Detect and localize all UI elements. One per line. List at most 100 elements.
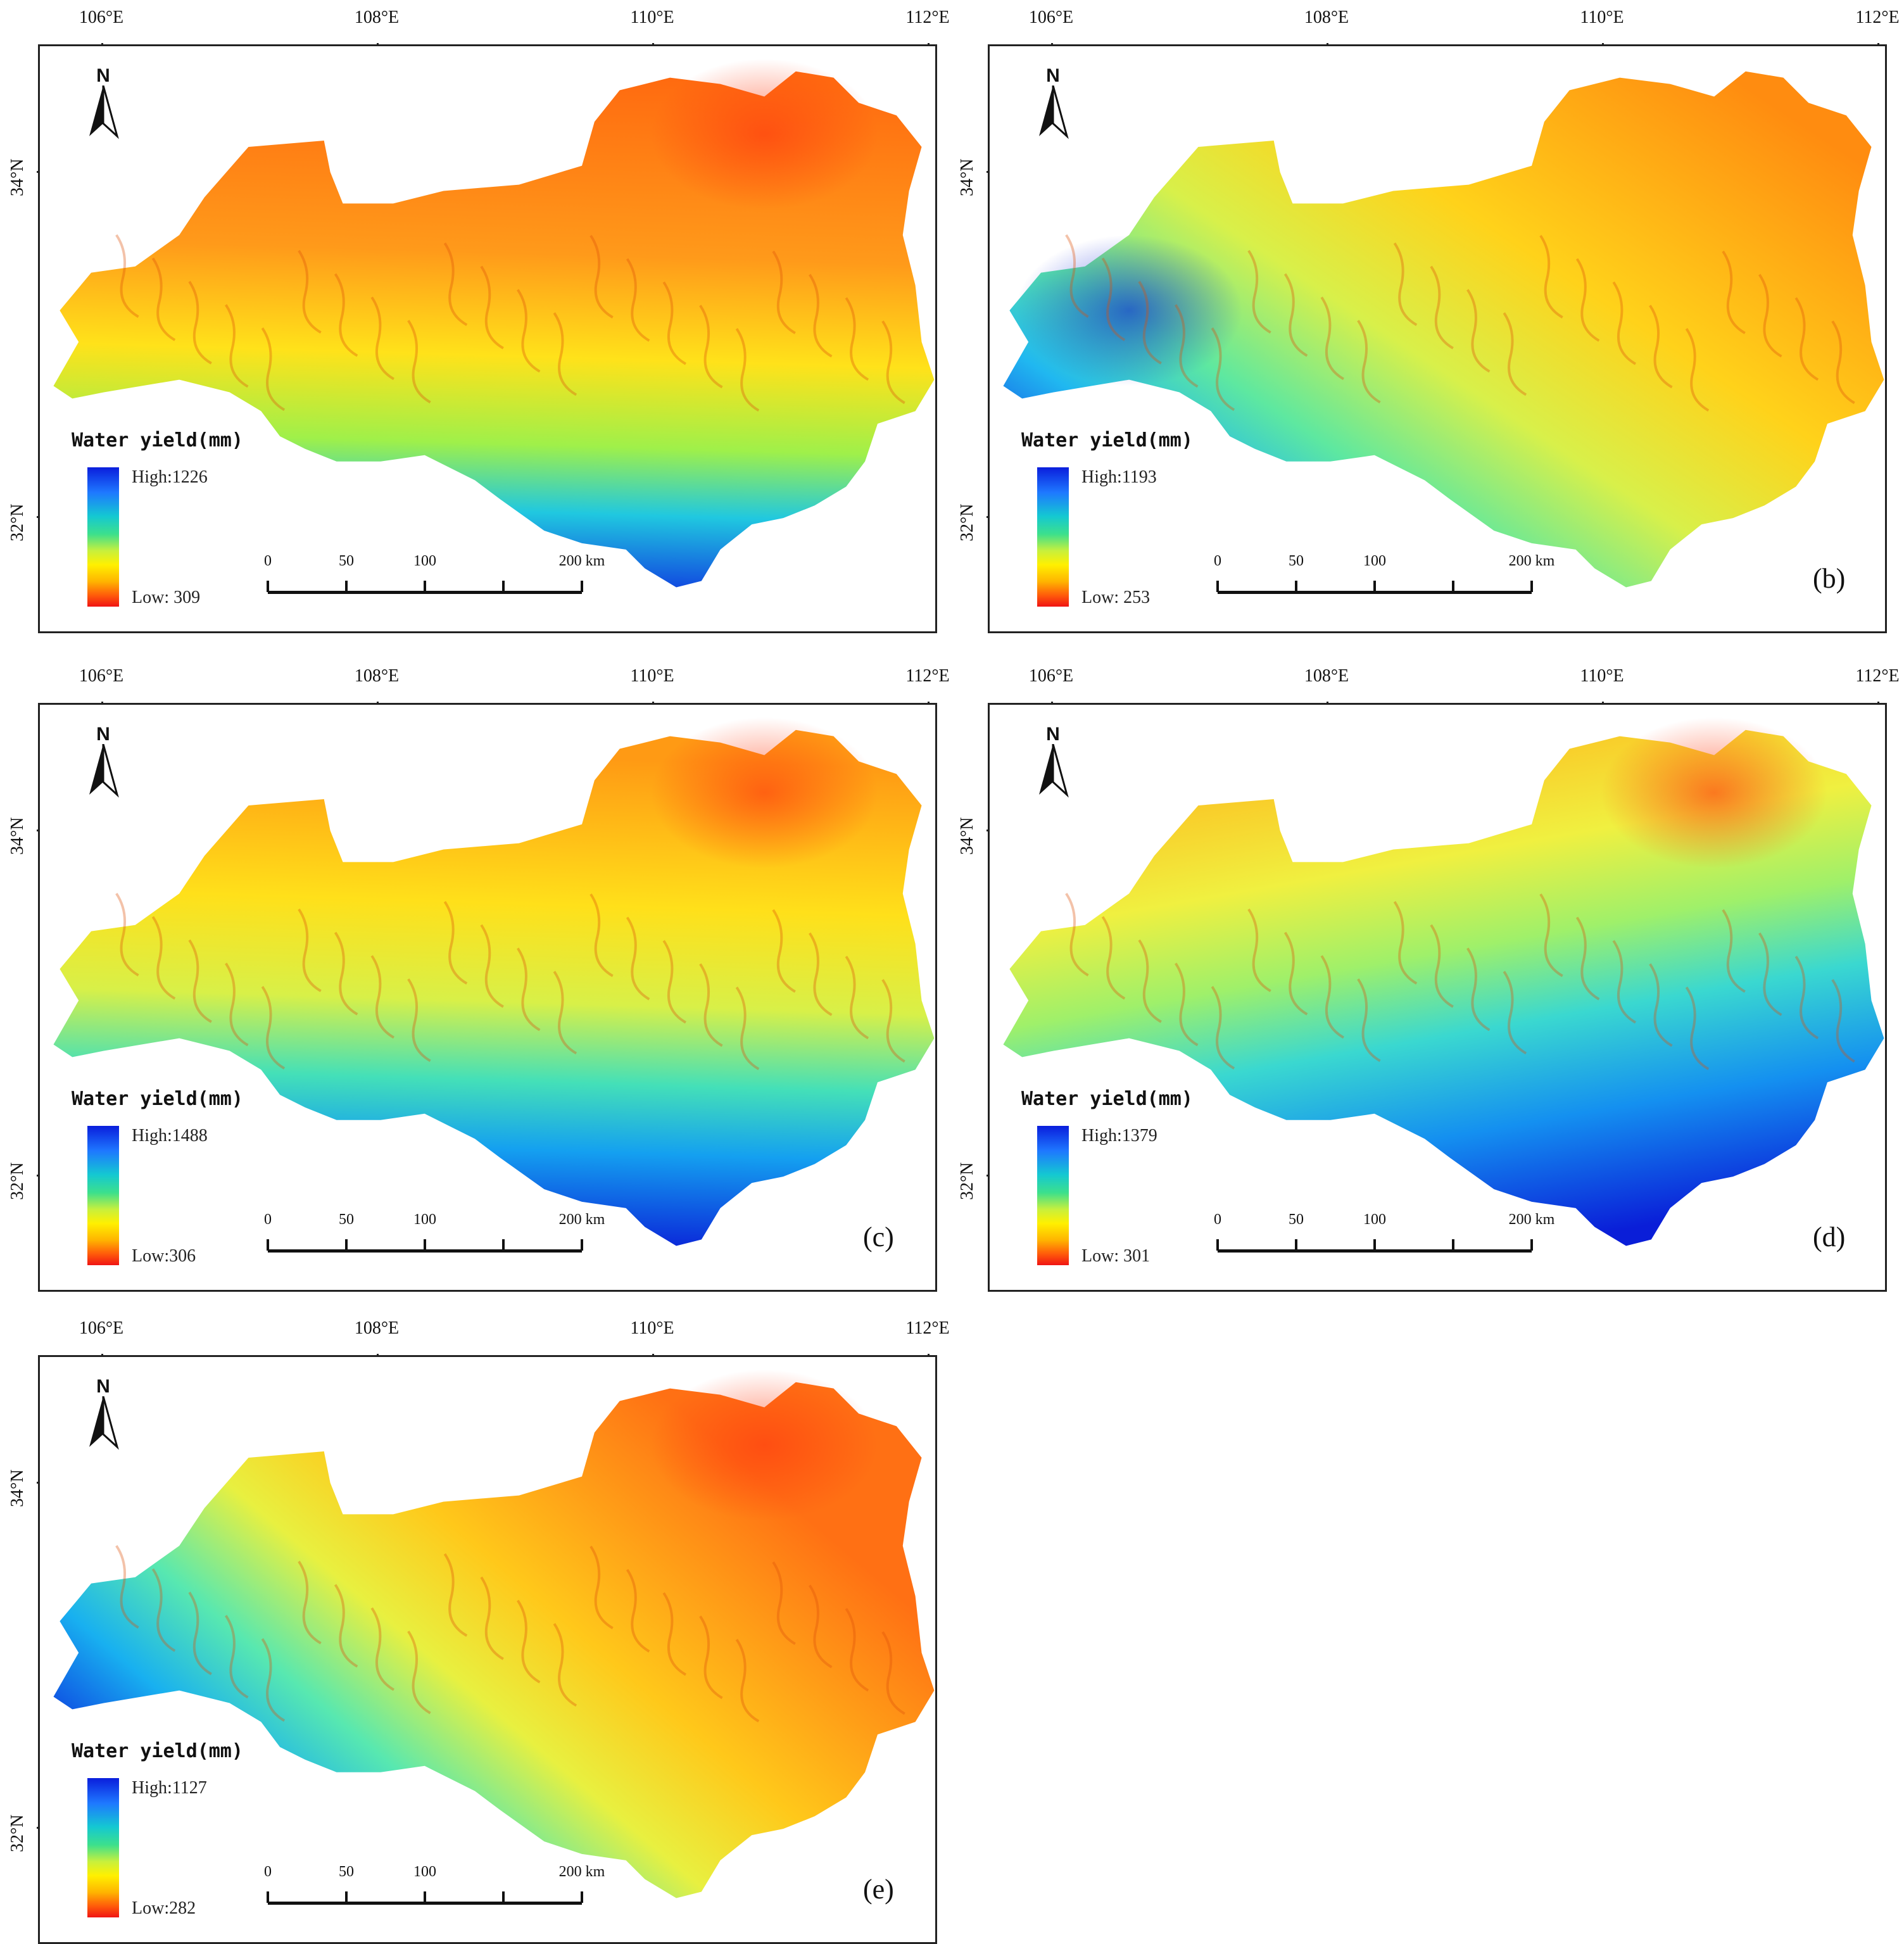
drainage-line [662, 281, 686, 365]
drainage-line [553, 1623, 577, 1707]
panel-label: (d) [1813, 1221, 1846, 1253]
drainage-line [772, 909, 796, 993]
drainage-line [699, 305, 723, 389]
drainage-line [1722, 250, 1746, 334]
drainage-line [809, 274, 833, 358]
drainage-line [1101, 916, 1126, 1000]
drainage-line [1575, 258, 1600, 342]
drainage-line [517, 947, 541, 1032]
scale-bar-tick [502, 1891, 505, 1903]
drainage-line [809, 1584, 833, 1669]
scale-bar-tick [345, 1891, 348, 1903]
scale-bar-tick [1530, 581, 1533, 592]
longitude-label: 110°E [1580, 8, 1624, 27]
latitude-label: 32°N [8, 1162, 27, 1200]
drainage-line [370, 1607, 394, 1691]
map-frame: N Water yield(mm) High:1193 Low: 253 0 50 100 2… [988, 44, 1887, 633]
legend-high-value: High:1488 [132, 1126, 208, 1146]
drainage-line [1320, 296, 1344, 381]
map-panel: 106°E 108°E 110°E 112°E 34°N 32°N N Water yield… [950, 659, 1900, 1292]
drainage-line [407, 320, 431, 404]
basin-region [1003, 71, 1884, 588]
longitude-label: 110°E [630, 666, 674, 686]
drainage-line [1831, 979, 1855, 1063]
drainage-line [188, 1591, 212, 1676]
north-arrow: N [1034, 65, 1072, 141]
north-arrow-label: N [96, 724, 110, 745]
scale-bar-tick [424, 1891, 426, 1903]
drainage-line [261, 1638, 286, 1722]
drainage-line [517, 1600, 541, 1684]
scale-bar-label: 200 km [558, 1211, 605, 1228]
drainage-line [1466, 289, 1491, 373]
scale-bar-label: 0 [264, 1864, 272, 1880]
drainage-line [188, 939, 212, 1023]
north-arrow: N [84, 724, 122, 800]
drainage-line [1794, 297, 1819, 381]
north-arrow-icon [1039, 744, 1069, 798]
drainage-line [589, 893, 614, 977]
drainage-line [517, 289, 541, 373]
latitude-label: 32°N [957, 503, 977, 541]
latitude-label: 34°N [957, 158, 977, 196]
drainage-line [334, 1584, 358, 1668]
scale-bar-tick [267, 1891, 269, 1903]
drainage-line [553, 312, 577, 396]
north-arrow-icon [1039, 85, 1069, 139]
drainage-line [1612, 281, 1636, 365]
north-arrow: N [84, 65, 122, 141]
scale-bar-label: 200 km [558, 1864, 605, 1880]
scale-bar [268, 1902, 582, 1905]
panel-label: (b) [1813, 563, 1846, 594]
drainage-line [1393, 900, 1418, 985]
drainage-line [480, 924, 504, 1008]
scale-bar [1218, 1249, 1532, 1253]
drainage-line [1065, 892, 1089, 976]
drainage-line [1685, 987, 1710, 1070]
drainage-line [261, 986, 286, 1070]
drainage-line [1758, 932, 1782, 1016]
legend-color-ramp [87, 1126, 119, 1265]
legend-color-ramp [1037, 467, 1069, 607]
map-panel: 106°E 108°E 110°E 112°E 34°N 32°N N Water yield… [0, 0, 950, 633]
drainage-line [115, 892, 139, 976]
drainage-line [443, 1553, 468, 1637]
scale-bar-tick [1530, 1239, 1533, 1251]
map-panel: 106°E 108°E 110°E 112°E 34°N 32°N N Water yield… [0, 1311, 950, 1944]
water-yield-raster [53, 58, 935, 588]
drainage-line [443, 900, 468, 985]
drainage-line [1283, 931, 1308, 1016]
longitude-label: 108°E [354, 1318, 400, 1338]
longitude-label: 110°E [630, 1318, 674, 1338]
longitude-label: 112°E [905, 1318, 950, 1338]
drainage-line [1503, 971, 1527, 1055]
extreme-zone [651, 58, 878, 210]
north-arrow: N [84, 1376, 122, 1452]
drainage-line [115, 234, 139, 318]
drainage-line [151, 1568, 176, 1652]
legend-color-ramp [1037, 1126, 1069, 1265]
latitude-label: 34°N [8, 158, 27, 196]
legend-title: Water yield(mm) [72, 1088, 243, 1110]
drainage-line [881, 1631, 905, 1715]
scale-bar-tick [1373, 581, 1376, 592]
scale-bar-label: 100 [413, 1211, 436, 1228]
longitude-label: 108°E [354, 8, 400, 27]
drainage-line [626, 916, 650, 1000]
scale-bar-label: 0 [264, 553, 272, 569]
latitude-label: 34°N [8, 1469, 27, 1507]
legend-low-value: Low:306 [132, 1246, 196, 1266]
scale-bar-label: 0 [1214, 1211, 1221, 1228]
scale-bar-tick [1452, 1239, 1454, 1251]
drainage-line [699, 1615, 723, 1700]
drainage-line [480, 1576, 504, 1660]
scale-bar-tick [1295, 1239, 1297, 1251]
legend-low-value: Low: 309 [132, 588, 201, 607]
drainage-line [151, 257, 176, 341]
scale-bar-tick [1373, 1239, 1376, 1251]
longitude-label: 106°E [79, 8, 124, 27]
scale-bar-tick [267, 1239, 269, 1251]
north-arrow-label: N [1046, 724, 1060, 745]
drainage-line [735, 1639, 760, 1722]
scale-bar-label: 50 [1289, 553, 1304, 569]
